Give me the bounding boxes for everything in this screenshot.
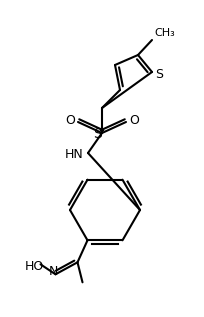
Text: N: N bbox=[49, 265, 58, 278]
Text: CH₃: CH₃ bbox=[153, 28, 174, 38]
Text: O: O bbox=[129, 113, 138, 126]
Text: HO: HO bbox=[25, 260, 44, 273]
Text: S: S bbox=[93, 127, 102, 141]
Text: HN: HN bbox=[64, 147, 83, 160]
Text: S: S bbox=[154, 68, 162, 81]
Text: O: O bbox=[65, 113, 75, 126]
